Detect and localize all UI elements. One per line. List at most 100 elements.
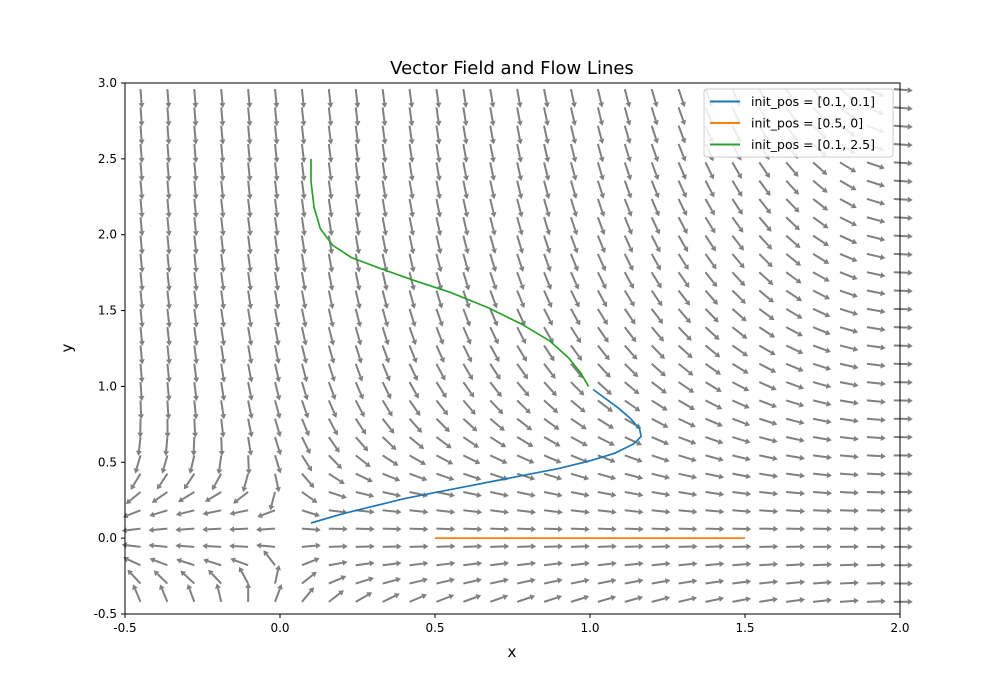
field-arrow [597, 543, 617, 550]
field-arrow [624, 508, 644, 515]
field-arrow [301, 454, 313, 472]
field-arrow [623, 290, 635, 307]
field-arrow [597, 344, 610, 361]
field-arrow [462, 345, 473, 363]
field-arrow [516, 490, 536, 498]
field-arrow [813, 525, 833, 532]
field-arrow [839, 597, 859, 604]
y-axis-ticks: -0.5 0.0 0.5 1.0 1.5 2.0 2.5 3.0 [94, 76, 125, 621]
field-arrow [435, 88, 442, 108]
field-arrow [893, 525, 913, 532]
field-arrow [218, 436, 225, 457]
field-arrow [192, 253, 199, 273]
field-arrow [677, 125, 687, 144]
field-arrow [516, 125, 523, 145]
field-arrow [624, 595, 644, 603]
field-arrow [489, 143, 496, 163]
field-arrow [866, 161, 885, 170]
field-arrow [651, 508, 671, 515]
field-arrow [893, 470, 913, 477]
field-arrow [596, 125, 605, 145]
field-arrow [893, 196, 913, 203]
field-arrow [202, 509, 222, 517]
field-arrow [677, 143, 687, 162]
field-arrow [327, 363, 336, 382]
field-arrow [866, 453, 886, 460]
field-arrow [408, 107, 415, 127]
field-arrow [866, 471, 886, 478]
field-arrow [354, 88, 361, 108]
field-arrow [651, 381, 667, 394]
field-arrow [436, 508, 456, 515]
field-arrow [148, 542, 168, 549]
field-arrow [678, 399, 696, 411]
field-arrow [839, 381, 859, 388]
field-arrow [650, 308, 664, 325]
field-arrow [839, 489, 859, 496]
field-arrow [705, 399, 723, 410]
field-arrow [731, 198, 743, 215]
field-arrow [219, 253, 226, 273]
field-arrow [543, 436, 561, 447]
field-arrow [597, 308, 608, 326]
field-arrow [462, 253, 470, 273]
field-arrow [758, 253, 773, 268]
field-arrow [516, 594, 536, 603]
field-arrow [866, 326, 886, 333]
field-arrow [705, 526, 725, 533]
field-arrow [759, 543, 779, 550]
field-arrow [408, 143, 415, 163]
field-arrow [175, 542, 195, 549]
y-tick-label: 1.0 [98, 379, 117, 393]
field-arrow [220, 381, 227, 401]
field-arrow [245, 582, 252, 602]
field-arrow [381, 290, 389, 309]
field-arrow [137, 418, 144, 438]
field-arrow [623, 180, 633, 199]
field-arrow [382, 454, 399, 466]
field-arrow [893, 87, 913, 94]
field-arrow [705, 543, 725, 550]
field-arrow [596, 271, 607, 290]
field-arrow [301, 557, 320, 567]
field-arrow [758, 216, 772, 232]
field-arrow [193, 381, 199, 401]
field-arrow [381, 107, 388, 127]
field-arrow [516, 290, 526, 309]
field-arrow [543, 253, 552, 272]
field-arrow [273, 235, 280, 255]
field-arrow [435, 399, 449, 416]
y-tick-label: 2.5 [98, 152, 117, 166]
field-arrow [516, 271, 525, 291]
field-arrow [704, 271, 718, 288]
field-arrow [543, 472, 563, 481]
field-arrow [785, 399, 805, 408]
field-arrow [327, 180, 334, 200]
field-arrow [651, 417, 669, 428]
field-arrow [893, 452, 913, 459]
field-arrow [785, 417, 805, 426]
field-arrow [193, 327, 200, 346]
field-arrow [732, 578, 752, 585]
field-arrow [813, 490, 833, 496]
field-arrow [677, 161, 687, 180]
field-arrow [220, 308, 227, 328]
field-arrow [786, 490, 806, 497]
field-arrow [705, 490, 725, 497]
field-arrow [166, 327, 172, 347]
field-arrow [624, 526, 644, 533]
field-arrow [866, 252, 886, 261]
field-arrow [839, 307, 859, 316]
field-arrow [786, 561, 806, 568]
field-arrow [489, 381, 502, 398]
field-arrow [381, 125, 388, 145]
field-arrow [122, 509, 141, 519]
field-arrow [893, 543, 913, 550]
field-arrow [732, 525, 752, 532]
field-arrow [893, 324, 913, 331]
field-arrow [435, 454, 454, 465]
field-arrow [650, 88, 659, 108]
field-arrow [543, 143, 551, 163]
field-arrow [623, 326, 637, 343]
field-arrow [204, 491, 222, 502]
